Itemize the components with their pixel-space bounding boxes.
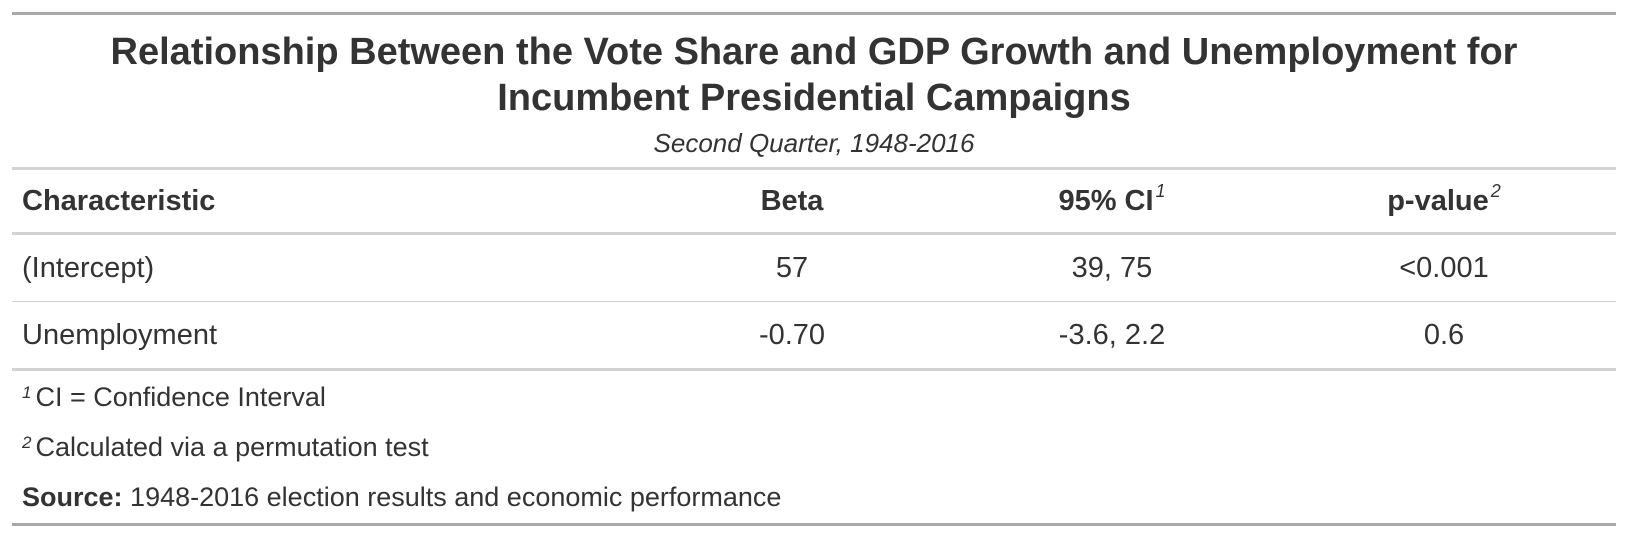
header-pvalue-label: p-value: [1387, 184, 1489, 217]
cell-pvalue: 0.6: [1272, 301, 1616, 371]
table-row: Unemployment -0.70 -3.6, 2.2 0.6: [12, 301, 1616, 371]
header-ci-footnote-mark: 1: [1155, 180, 1166, 201]
table-footnotes: 1 CI = Confidence Interval 2 Calculated vi…: [12, 371, 1616, 523]
footnote-2: 2 Calculated via a permutation test: [22, 429, 1606, 465]
header-beta-label: Beta: [760, 184, 824, 217]
cell-characteristic: (Intercept): [12, 233, 632, 302]
source-note: Source: 1948-2016 election results and e…: [22, 479, 1606, 515]
source-text: 1948-2016 election results and economic …: [130, 482, 782, 512]
table-header: Characteristic Beta 95% CI 1 p-value 2: [12, 170, 1616, 235]
footnote-2-mark: 2: [22, 433, 32, 452]
results-table: Characteristic Beta 95% CI 1 p-value 2 (In…: [12, 170, 1616, 371]
table-row: (Intercept) 57 39, 75 <0.001: [12, 233, 1616, 302]
header-ci-label: 95% CI: [1058, 184, 1154, 217]
footnote-1-text: CI = Confidence Interval: [35, 382, 326, 412]
header-row: Characteristic Beta 95% CI 1 p-value 2: [12, 170, 1616, 235]
header-characteristic: Characteristic: [12, 170, 632, 235]
header-characteristic-label: Characteristic: [22, 184, 216, 217]
cell-pvalue: <0.001: [1272, 233, 1616, 302]
header-pvalue-footnote-mark: 2: [1490, 180, 1501, 201]
header-pvalue: p-value 2: [1272, 170, 1616, 235]
table-heading: Relationship Between the Vote Share and …: [12, 15, 1616, 170]
table-title: Relationship Between the Vote Share and …: [110, 31, 1518, 119]
cell-characteristic: Unemployment: [12, 301, 632, 371]
header-beta: Beta: [632, 170, 952, 235]
cell-beta: 57: [632, 233, 952, 302]
table-body: (Intercept) 57 39, 75 <0.001 Unemploymen…: [12, 233, 1616, 371]
regression-table: Relationship Between the Vote Share and …: [12, 12, 1616, 526]
cell-ci: -3.6, 2.2: [952, 301, 1272, 371]
footnote-1-mark: 1: [22, 383, 32, 402]
table-subtitle: Second Quarter, 1948-2016: [653, 128, 975, 158]
source-label: Source:: [22, 482, 123, 512]
footnote-1: 1 CI = Confidence Interval: [22, 379, 1606, 415]
footnote-2-text: Calculated via a permutation test: [35, 432, 429, 462]
cell-ci: 39, 75: [952, 233, 1272, 302]
header-ci: 95% CI 1: [952, 170, 1272, 235]
cell-beta: -0.70: [632, 301, 952, 371]
